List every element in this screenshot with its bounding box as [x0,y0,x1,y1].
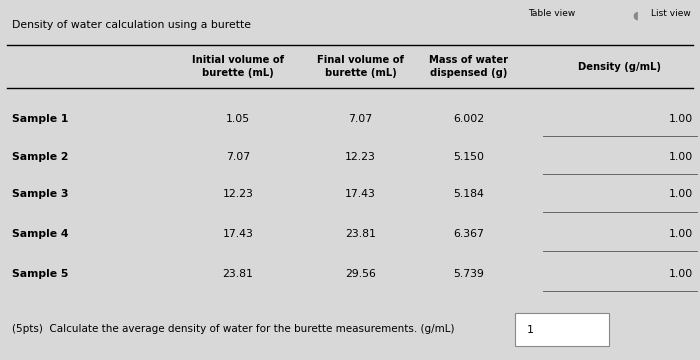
Text: List view: List view [651,9,691,18]
Text: Density of water calculation using a burette: Density of water calculation using a bur… [12,20,251,30]
Text: Sample 4: Sample 4 [12,229,69,239]
Text: 5.150: 5.150 [454,152,484,162]
Text: 7.07: 7.07 [349,114,372,124]
Text: 5.739: 5.739 [454,269,484,279]
Text: 1.00: 1.00 [668,189,693,199]
Text: 17.43: 17.43 [223,229,253,239]
Bar [514,313,609,346]
Text: (5pts)  Calculate the average density of water for the burette measurements. (g/: (5pts) Calculate the average density of … [12,324,454,334]
Text: 7.07: 7.07 [226,152,250,162]
Text: Sample 1: Sample 1 [12,114,69,124]
Text: 12.23: 12.23 [223,189,253,199]
Text: 1.00: 1.00 [668,152,693,162]
Text: Initial volume of
burette (mL): Initial volume of burette (mL) [192,55,284,78]
Text: Sample 5: Sample 5 [12,269,69,279]
Text: Final volume of
burette (mL): Final volume of burette (mL) [317,55,404,78]
Text: 6.367: 6.367 [454,229,484,239]
Text: 6.002: 6.002 [454,114,484,124]
Text: 1.00: 1.00 [668,269,693,279]
Text: Table view: Table view [528,9,575,18]
Text: 23.81: 23.81 [223,269,253,279]
Text: 1.05: 1.05 [226,114,250,124]
Text: Mass of water
dispensed (g): Mass of water dispensed (g) [429,55,509,78]
Text: 29.56: 29.56 [345,269,376,279]
Text: 1.00: 1.00 [668,114,693,124]
Text: ◖: ◖ [632,11,638,21]
Text: 17.43: 17.43 [345,189,376,199]
Text: Sample 2: Sample 2 [12,152,69,162]
Text: Sample 3: Sample 3 [12,189,69,199]
Text: 5.184: 5.184 [454,189,484,199]
Text: 23.81: 23.81 [345,229,376,239]
Text: 1: 1 [527,325,534,335]
Text: Density (g/mL): Density (g/mL) [578,62,661,72]
Text: 12.23: 12.23 [345,152,376,162]
Text: 1.00: 1.00 [668,229,693,239]
